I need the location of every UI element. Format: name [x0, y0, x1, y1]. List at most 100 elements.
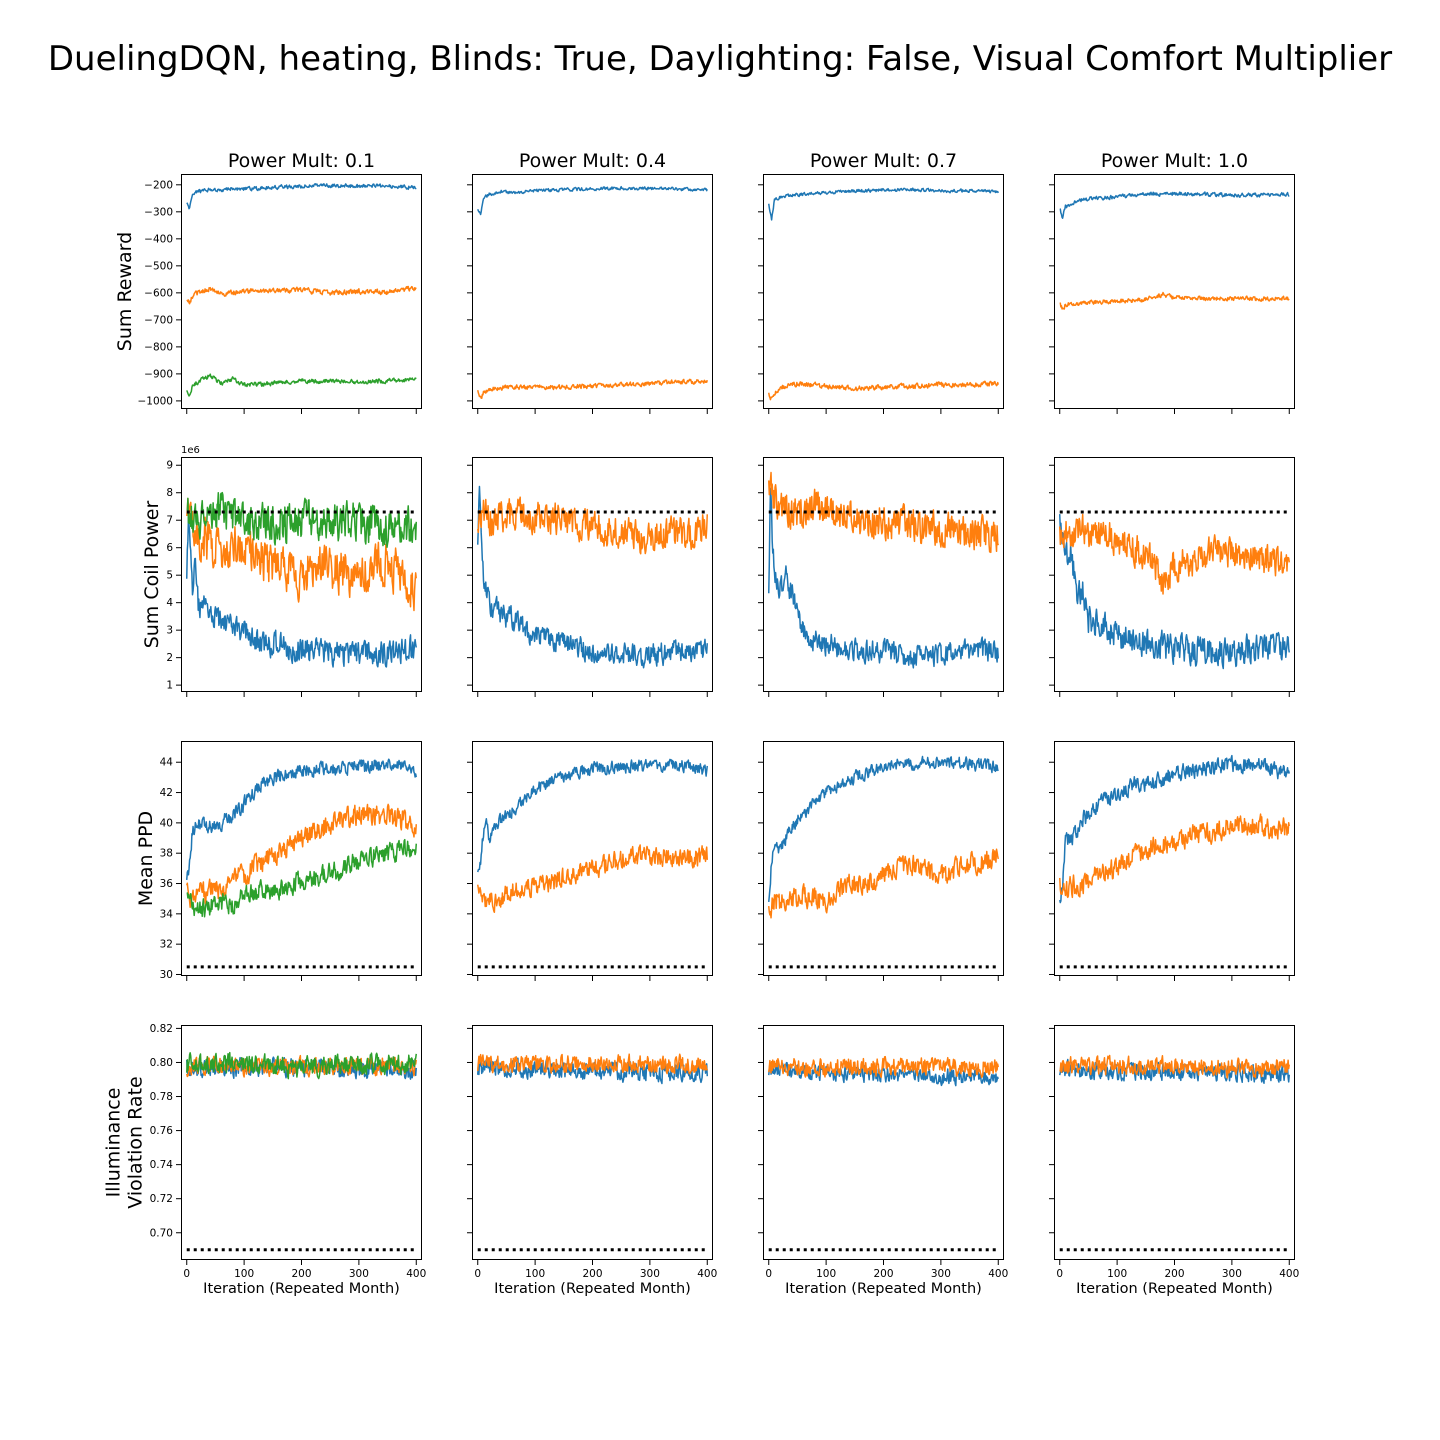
panel-r4-c1: 0.70 0.72 0.74 0.76 0.78 0.80 0.82 0 100 200 300 40… [150, 1023, 427, 1297]
axes-frame [763, 174, 1004, 409]
panel-r1-c2: Power Mult: 0.4 [467, 150, 713, 414]
axes-frame [181, 1025, 422, 1260]
row-ylabel-2: Sum Coil Power [141, 501, 163, 649]
series-line-1 [1058, 514, 1291, 670]
x-tick-label: 300 [1222, 1268, 1242, 1280]
y-tick-label: −500 [144, 260, 173, 272]
axes-frame [472, 1025, 713, 1260]
y-tick-label: 2 [166, 652, 173, 664]
series-line-1 [1059, 754, 1290, 904]
panel-r1-c1: −200 −300 −400 −500 −600 −700 −800 −900 −1000 Pow… [137, 150, 422, 414]
x-axis-label: Iteration (Repeated Month) [203, 1281, 400, 1297]
series-line-2 [477, 378, 708, 399]
series-line-3 [185, 1051, 418, 1080]
panel-r3-c3 [758, 741, 1004, 981]
x-tick-label: 200 [1164, 1268, 1184, 1280]
y-tick-label: −400 [144, 233, 173, 245]
panel-r2-c4 [1049, 457, 1295, 697]
y-tick-label: 5 [166, 570, 173, 582]
x-tick-label: 300 [931, 1268, 951, 1280]
y-tick-label: 40 [160, 817, 173, 829]
series-line-2 [476, 1053, 708, 1075]
panel-r3-c2 [467, 741, 713, 981]
series-line-2 [768, 380, 999, 401]
series-line-1 [767, 487, 1000, 669]
x-tick-label: 100 [525, 1268, 545, 1280]
y-tick-label: 6 [166, 542, 173, 554]
axes-frame [181, 457, 422, 692]
axes-frame [472, 741, 713, 976]
y-tick-label: 0.70 [150, 1227, 173, 1239]
y-tick-label: 7 [166, 515, 173, 527]
axes-frame [1054, 741, 1295, 976]
row-ylabel-1: Sum Reward [114, 232, 136, 351]
x-tick-label: 200 [582, 1268, 602, 1280]
column-title-1: Power Mult: 0.1 [228, 150, 375, 172]
y-tick-label: −600 [144, 287, 173, 299]
subplot-grid: Sum Reward −200 −300 −400 −500 −600 −700 −800 −9… [103, 150, 1300, 1297]
x-axis-label: Iteration (Repeated Month) [1076, 1281, 1273, 1297]
series-line-2 [186, 285, 417, 305]
series-line-2 [1059, 291, 1290, 310]
x-tick-label: 300 [640, 1268, 660, 1280]
series-line-3 [186, 373, 417, 397]
x-tick-label: 100 [234, 1268, 254, 1280]
y-tick-label: 0.74 [150, 1159, 174, 1171]
series-line-1 [476, 485, 709, 669]
axes-frame [1054, 174, 1295, 409]
row-ylabel-4: IlluminanceViolation Rate [103, 1076, 147, 1208]
series-line-2 [1059, 1054, 1291, 1079]
y-tick-label: 0.76 [150, 1125, 174, 1137]
series-line-1 [1059, 191, 1290, 219]
panel-r4-c3: 0 100 200 300 400 Iteration (Repeated Month) [758, 1025, 1008, 1297]
x-tick-label: 0 [474, 1268, 481, 1280]
panel-r4-c4: 0 100 200 300 400 Iteration (Repeated Month) [1049, 1025, 1299, 1297]
series-line-2 [476, 844, 709, 914]
series-line-1 [185, 516, 417, 668]
axes-frame [472, 457, 713, 692]
y-tick-label: 42 [160, 787, 173, 799]
axes-frame [1054, 457, 1295, 692]
x-tick-label: 300 [349, 1268, 369, 1280]
x-tick-label: 100 [1107, 1268, 1127, 1280]
y-tick-label: 4 [166, 597, 173, 609]
axes-frame [763, 457, 1004, 692]
panel-r4-c2: 0 100 200 300 400 Iteration (Repeated Month) [467, 1025, 717, 1297]
series-line-2 [767, 848, 999, 919]
x-tick-label: 400 [1279, 1268, 1299, 1280]
panel-r2-c2 [467, 457, 713, 697]
y-tick-label: 8 [166, 487, 173, 499]
series-line-1 [767, 187, 999, 221]
y-tick-label: 1 [166, 680, 173, 692]
x-tick-label: 200 [291, 1268, 311, 1280]
series-line-2 [767, 471, 999, 554]
y-tick-label: −200 [144, 179, 173, 191]
y-offset-label: 1e6 [181, 445, 200, 456]
series-line-1 [477, 758, 709, 873]
x-tick-label: 100 [816, 1268, 836, 1280]
y-tick-label: 0.80 [150, 1057, 173, 1069]
y-tick-label: 34 [160, 908, 174, 920]
y-tick-label: 44 [160, 757, 174, 769]
y-tick-label: −300 [144, 206, 173, 218]
row-ylabel-3: Mean PPD [135, 811, 157, 906]
y-tick-label: 30 [160, 969, 173, 981]
ylabel-line: Violation Rate [124, 1076, 146, 1208]
figure-title: DuelingDQN, heating, Blinds: True, Dayli… [48, 39, 1392, 79]
panel-r3-c1: 30 32 34 36 38 40 42 44 [160, 741, 422, 981]
series-line-3 [186, 491, 418, 549]
series-line-2 [1058, 813, 1290, 899]
y-tick-label: 32 [160, 939, 173, 951]
x-tick-label: 0 [1056, 1268, 1063, 1280]
axes-frame [181, 741, 422, 976]
x-axis-label: Iteration (Repeated Month) [494, 1281, 691, 1297]
x-tick-label: 0 [183, 1268, 190, 1280]
series-line-2 [185, 497, 418, 612]
x-tick-label: 400 [988, 1268, 1008, 1280]
x-tick-label: 400 [697, 1268, 717, 1280]
y-tick-label: 36 [160, 878, 174, 890]
y-tick-label: 0.78 [150, 1091, 173, 1103]
series-line-1 [185, 758, 417, 881]
axes-frame [1054, 1025, 1295, 1260]
